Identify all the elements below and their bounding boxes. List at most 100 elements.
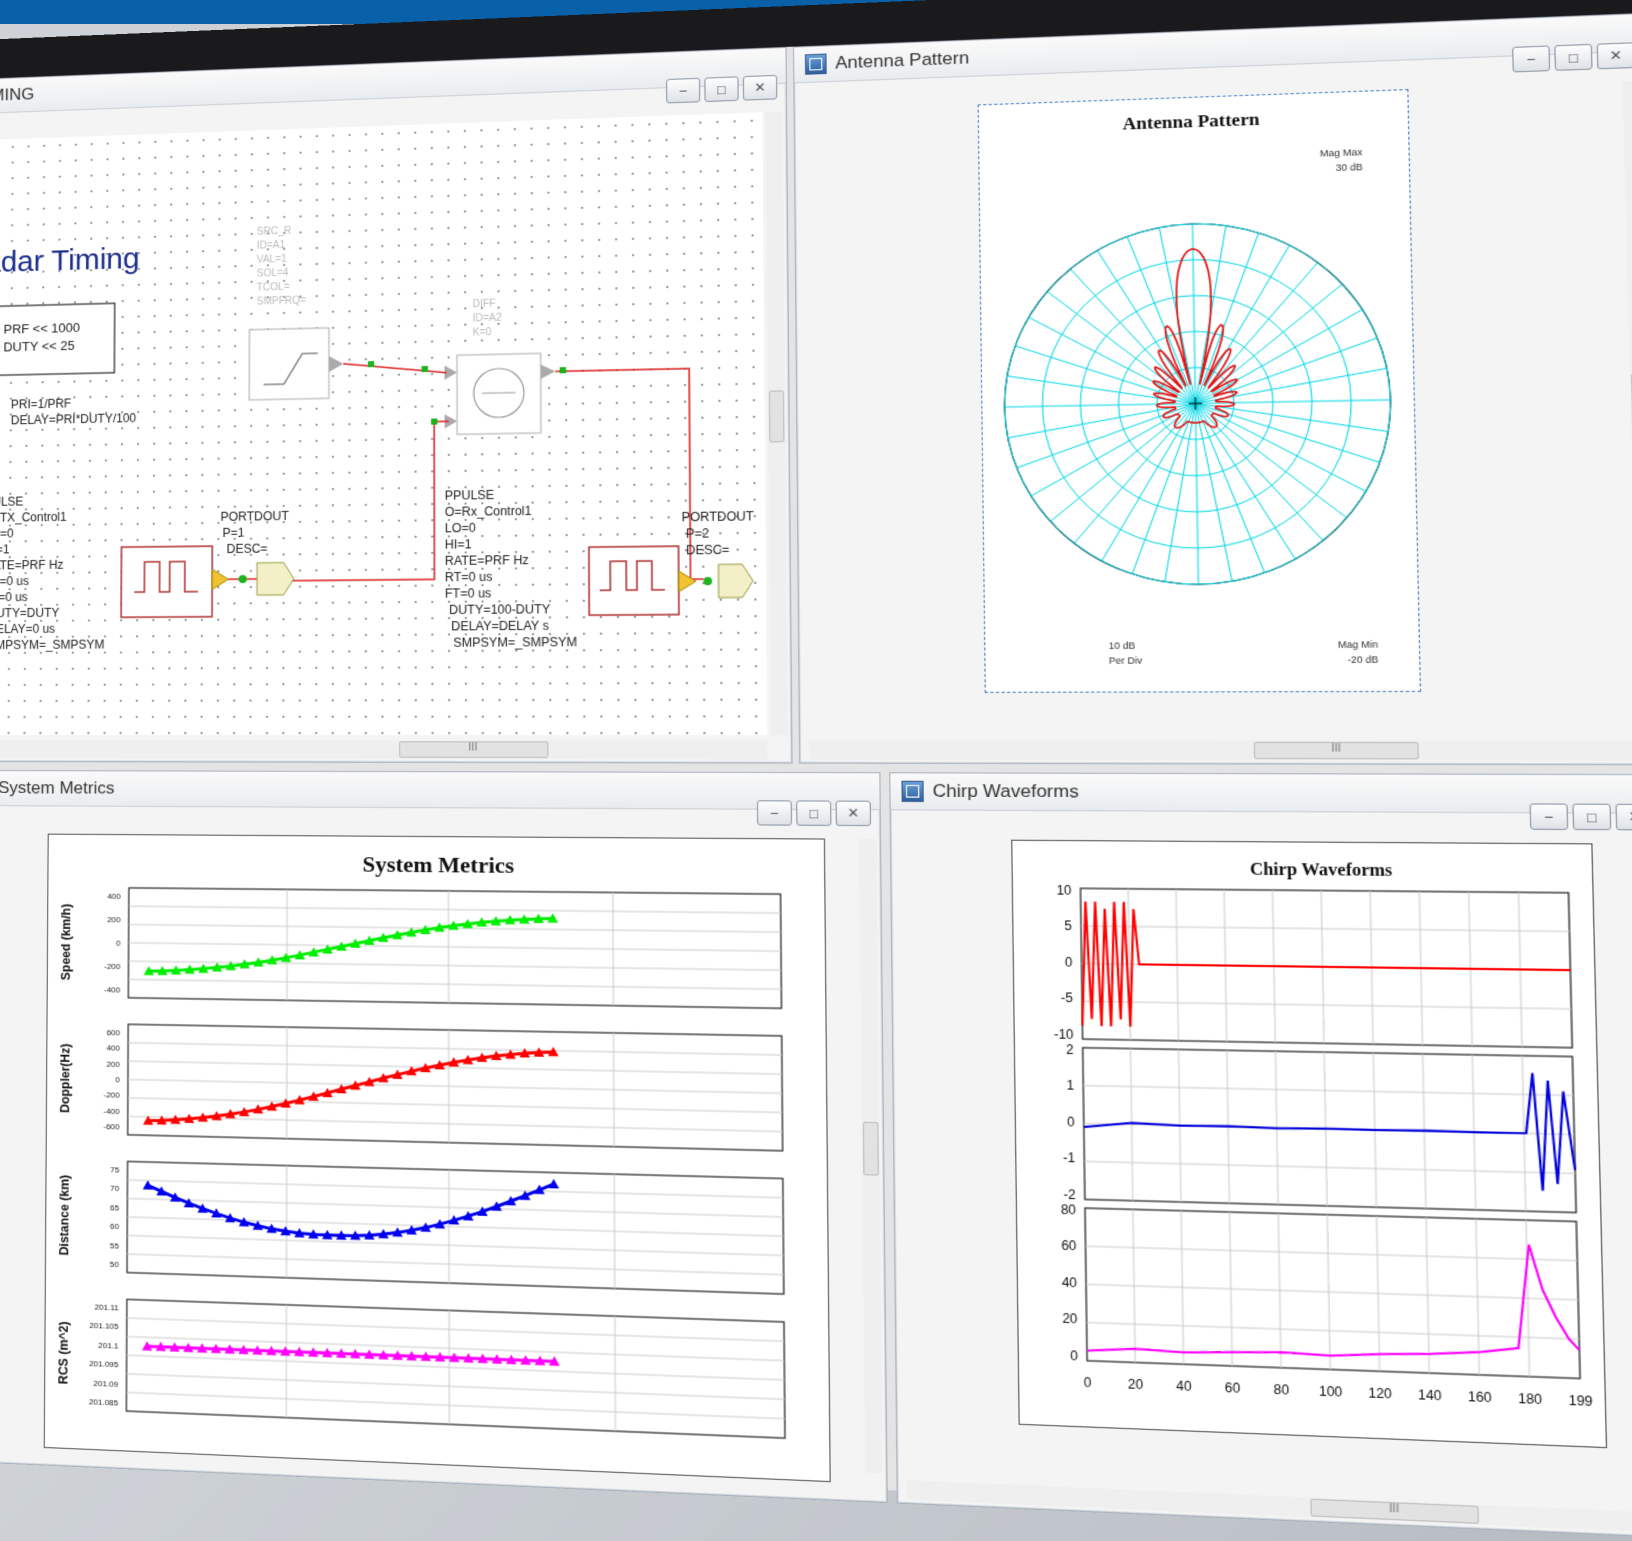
chirp-xtick: 120 bbox=[1368, 1385, 1392, 1402]
metrics-ytick: 201.09 bbox=[93, 1378, 118, 1388]
antenna-content: Antenna Pattern Mag Max 30 dB 10 dB Per … bbox=[803, 81, 1632, 735]
wire bbox=[343, 362, 446, 375]
metrics-ytick: 55 bbox=[110, 1241, 120, 1251]
port2-param: P=2 bbox=[686, 526, 709, 541]
pulse1-out-arrow bbox=[212, 569, 228, 589]
scroll-thumb[interactable]: III bbox=[1310, 1499, 1479, 1524]
restore-button[interactable]: □ bbox=[704, 76, 738, 102]
antenna-horizontal-scrollbar[interactable]: III bbox=[809, 741, 1632, 761]
chirp-plot-title: Chirp Waveforms bbox=[1250, 860, 1393, 880]
scroll-thumb[interactable]: III bbox=[399, 741, 548, 758]
minimize-button[interactable]: ⎯ bbox=[666, 78, 700, 104]
restore-button[interactable]: □ bbox=[1572, 804, 1611, 831]
mag-min-label: Mag Min bbox=[1338, 639, 1378, 650]
gridline bbox=[613, 892, 614, 1005]
restore-icon: □ bbox=[717, 81, 726, 97]
mag-min-value: -20 dB bbox=[1347, 654, 1378, 665]
metrics-ytick: 50 bbox=[110, 1260, 120, 1270]
metrics-titlebar[interactable]: System Metrics bbox=[0, 771, 880, 810]
metrics-ytick: 70 bbox=[110, 1184, 120, 1194]
restore-button[interactable]: □ bbox=[796, 800, 831, 825]
pulse1-param: RATE=PRF Hz bbox=[0, 558, 64, 573]
antenna-polar-svg: Antenna Pattern Mag Max 30 dB 10 dB Per … bbox=[979, 90, 1420, 692]
restore-icon: □ bbox=[809, 805, 818, 821]
metrics-ytick: 600 bbox=[107, 1028, 121, 1038]
metrics-ytick: -400 bbox=[104, 985, 121, 995]
minimize-button[interactable]: ⎯ bbox=[1512, 45, 1550, 72]
chirp-ytick: 1 bbox=[1067, 1078, 1075, 1093]
chirp-panel-frame bbox=[1085, 1208, 1580, 1378]
scroll-thumb[interactable] bbox=[863, 1122, 879, 1176]
wire-node bbox=[422, 366, 428, 372]
pulse2-param: PPULSE bbox=[445, 488, 495, 503]
minimize-button[interactable]: ⎯ bbox=[757, 800, 792, 825]
timing-horizontal-scrollbar[interactable]: III bbox=[0, 740, 767, 759]
chirp-ytick: 40 bbox=[1062, 1275, 1078, 1291]
pulse2-param: DUTY=100-DUTY bbox=[449, 602, 550, 617]
pulse1-param: RT=0 us bbox=[0, 574, 29, 589]
chirp-title: Chirp Waveforms bbox=[932, 781, 1078, 803]
port2-icon[interactable] bbox=[718, 564, 753, 598]
port2-param: DESC= bbox=[686, 542, 730, 557]
chirp-xtick: 40 bbox=[1176, 1378, 1192, 1394]
minimize-icon: ⎯ bbox=[1527, 50, 1535, 67]
scroll-thumb[interactable]: III bbox=[1254, 742, 1419, 760]
pulse2-param: HI=1 bbox=[445, 537, 472, 552]
timing-vertical-scrollbar[interactable] bbox=[766, 111, 788, 735]
chirp-xtick: 80 bbox=[1274, 1382, 1290, 1398]
pulse2-block[interactable] bbox=[589, 546, 679, 615]
close-button[interactable]: ✕ bbox=[743, 75, 778, 101]
metrics-panel-frame bbox=[128, 888, 781, 1008]
close-button[interactable]: ✕ bbox=[1597, 42, 1632, 69]
restore-button[interactable]: □ bbox=[1554, 44, 1592, 71]
schematic-canvas[interactable]: adar Timing PRF << 1000 DUTY << 25 PRI=1… bbox=[0, 112, 767, 735]
sampler-params: SRC_R ID=A1 VAL=1 SOL=4 TCOL= SMPFRQ= bbox=[257, 225, 307, 307]
chirp-ytick: 10 bbox=[1056, 883, 1072, 898]
antenna-window-controls: ⎯ □ ✕ bbox=[1512, 42, 1632, 72]
sampler-param: SOL=4 bbox=[257, 268, 289, 280]
metrics-ytick: 200 bbox=[106, 1059, 120, 1069]
metrics-window: System Metrics ⎯ □ ✕ System Metrics Spee… bbox=[0, 770, 888, 1503]
close-button[interactable]: ✕ bbox=[836, 801, 871, 827]
pulse1-param: PULSE bbox=[0, 494, 24, 509]
sampler-block[interactable] bbox=[249, 328, 329, 400]
graph-window-icon bbox=[901, 781, 923, 802]
pulse2-param: RT=0 us bbox=[445, 570, 493, 585]
chirp-xtick: 140 bbox=[1418, 1387, 1443, 1404]
antenna-plot-panel[interactable]: Antenna Pattern Mag Max 30 dB 10 dB Per … bbox=[978, 89, 1421, 693]
chirp-xtick: 180 bbox=[1518, 1391, 1543, 1408]
metrics-chart-svg: System Metrics Speed (km/h)4002000-200-4… bbox=[45, 835, 830, 1481]
pulse1-param: SMPSYM=_SMPSYM bbox=[0, 637, 105, 652]
metrics-ytick: 200 bbox=[107, 915, 121, 924]
port1-param: P=1 bbox=[222, 525, 244, 540]
pulse1-block[interactable] bbox=[121, 546, 212, 617]
metrics-title: System Metrics bbox=[0, 778, 114, 799]
wire-node bbox=[368, 361, 374, 367]
chirp-xtick: 100 bbox=[1319, 1383, 1343, 1400]
monitor-screen: TIMING ⎯ □ ✕ adar Timing PRF << 1000 DUT… bbox=[0, 13, 1632, 1525]
metrics-ytick: 201.085 bbox=[89, 1397, 119, 1408]
pulse1-param: DUTY=DUTY bbox=[0, 606, 60, 621]
pulse2-param: RATE=PRF Hz bbox=[445, 553, 529, 568]
chirp-chart-svg: Chirp Waveforms 1050-5-10210-1-280604020… bbox=[1012, 841, 1606, 1447]
chirp-xtick: 199 bbox=[1568, 1392, 1593, 1409]
minimize-icon: ⎯ bbox=[680, 82, 687, 99]
metrics-ytick: 0 bbox=[116, 938, 121, 947]
restore-icon: □ bbox=[1587, 809, 1597, 826]
chirp-ytick: 0 bbox=[1070, 1348, 1078, 1364]
metrics-panel-frame bbox=[126, 1299, 785, 1438]
schematic-heading: adar Timing bbox=[0, 242, 140, 279]
wire-node bbox=[560, 367, 566, 373]
close-button[interactable]: ✕ bbox=[1615, 804, 1632, 831]
diff-block[interactable] bbox=[457, 353, 541, 434]
metrics-vertical-scrollbar[interactable] bbox=[859, 839, 883, 1474]
chirp-titlebar[interactable]: Chirp Waveforms bbox=[890, 773, 1632, 814]
port1-icon[interactable] bbox=[257, 562, 294, 595]
metrics-ytick: 75 bbox=[110, 1165, 120, 1175]
scroll-thumb[interactable] bbox=[769, 390, 785, 442]
minimize-button[interactable]: ⎯ bbox=[1530, 803, 1569, 830]
metrics-ytick: -400 bbox=[103, 1106, 120, 1116]
chirp-xtick: 0 bbox=[1084, 1375, 1092, 1391]
